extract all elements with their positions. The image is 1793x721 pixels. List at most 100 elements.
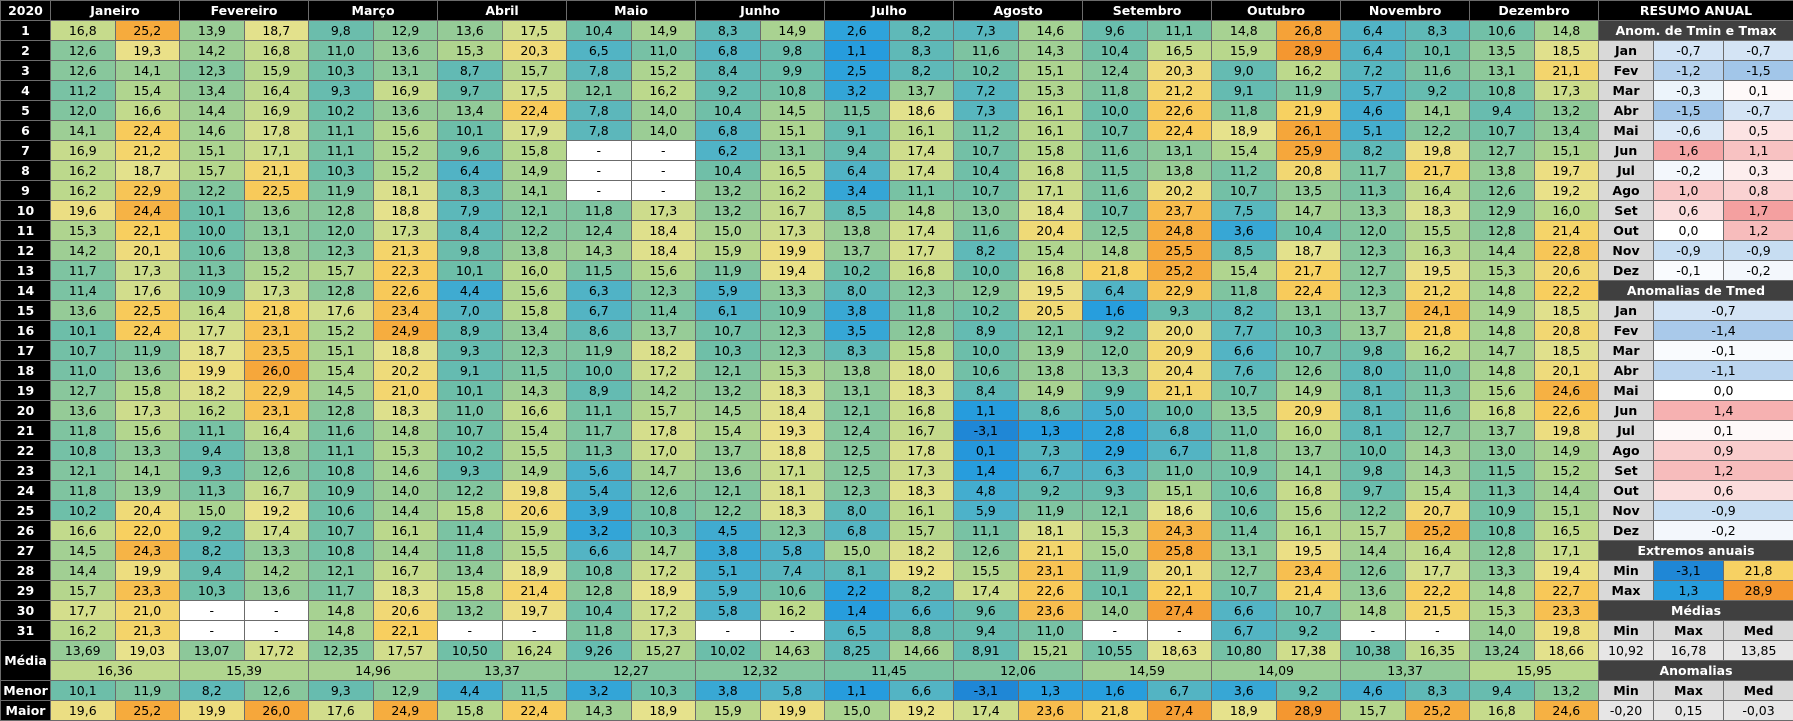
temp-cell: 5,0 [1082, 400, 1148, 421]
month-label: Ago [1598, 440, 1654, 461]
tmed-row: Dez -0,2 [1598, 520, 1793, 541]
temp-cell: - [501, 620, 568, 641]
temp-cell: 15,3 [50, 220, 116, 241]
temp-cell: 12,3 [179, 60, 245, 81]
month-label: Jul [1598, 160, 1654, 181]
temp-cell: 11,8 [888, 300, 955, 321]
temp-cell: 6,6 [888, 600, 955, 621]
temp-cell: 12,2 [437, 480, 503, 501]
temp-cell: 14,7 [1469, 340, 1535, 361]
temp-cell: 11,8 [1082, 80, 1148, 101]
temp-cell: 16,7 [759, 200, 826, 221]
extreme-value: 21,8 [1722, 560, 1793, 581]
temp-cell: 10,7 [50, 340, 116, 361]
mean-cell: 8,25 [824, 640, 890, 661]
extreme-cell: 3,6 [1211, 680, 1277, 701]
temp-cell: 10,0 [1146, 400, 1213, 421]
temp-cell: 10,6 [1211, 500, 1277, 521]
temp-cell: 9,8 [759, 40, 826, 61]
temp-cell: 1,1 [824, 40, 890, 61]
day: 17 [0, 340, 51, 361]
month-label: Dez [1598, 520, 1654, 541]
temp-cell: 11,1 [888, 180, 955, 201]
temp-cell: 14,7 [630, 460, 697, 481]
temp-cell: 14,3 [1404, 440, 1471, 461]
mean-cell: 17,57 [372, 640, 439, 661]
temp-cell: 10,1 [437, 380, 503, 401]
day: 16 [0, 320, 51, 341]
temp-cell: - [437, 620, 503, 641]
temp-cell: 20,8 [1275, 160, 1342, 181]
anom-row: Jul -0,2 0,3 [1598, 160, 1793, 181]
temp-cell: 16,5 [759, 160, 826, 181]
temp-cell: 14,6 [179, 120, 245, 141]
temp-cell: 12,4 [1082, 60, 1148, 81]
temp-cell: 11,6 [1404, 400, 1471, 421]
temp-cell: 22,5 [114, 300, 180, 321]
temp-cell: 22,4 [1146, 120, 1213, 141]
temp-cell: 11,3 [1340, 180, 1406, 201]
temp-cell: 6,8 [695, 120, 761, 141]
temp-cell: 9,7 [437, 80, 503, 101]
temp-cell: 16,1 [1017, 120, 1084, 141]
temp-cell: 21,2 [1146, 80, 1213, 101]
section-row: Anomalias [1597, 660, 1793, 681]
month-header: Novembro [1340, 0, 1471, 21]
temp-cell: - [1082, 620, 1148, 641]
temp-cell: 13,2 [695, 180, 761, 201]
anom-row: Set 0,6 1,7 [1598, 200, 1793, 221]
anom-min: 1,6 [1653, 140, 1724, 161]
temp-cell: 11,5 [824, 100, 890, 121]
tmed-value: 0,9 [1652, 440, 1793, 461]
temp-cell: 18,8 [372, 340, 439, 361]
summary-table: RESUMO ANUAL Anom. de Tmin e Tmax Jan -0,7-… [1597, 0, 1793, 721]
temp-cell: 13,5 [1469, 40, 1535, 61]
temp-cell: 13,6 [50, 300, 116, 321]
day-row: 18 11,0 13,6 19,9 26,0 15,4 20,2 9,1 11,5 10,0 17,… [0, 360, 1600, 381]
temp-cell: 14,8 [308, 620, 374, 641]
temp-cell: 11,2 [953, 120, 1019, 141]
temp-cell: 14,5 [50, 540, 116, 561]
temp-cell: 10,4 [695, 100, 761, 121]
temp-cell: 18,7 [243, 20, 310, 41]
temp-cell: 16,4 [243, 420, 310, 441]
temp-cell: 3,8 [824, 300, 890, 321]
temp-cell: 16,2 [759, 180, 826, 201]
anom-row: Out 0,0 1,2 [1598, 220, 1793, 241]
temp-cell: 17,3 [114, 260, 180, 281]
col-header: Min [1598, 680, 1654, 701]
month-label: Fev [1598, 320, 1654, 341]
temp-cell: 18,3 [372, 580, 439, 601]
anom-row: Dez -0,1 -0,2 [1598, 260, 1793, 281]
temp-cell: 15,7 [308, 260, 374, 281]
temp-cell: 11,9 [1275, 80, 1342, 101]
col-header: Med [1722, 680, 1793, 701]
temp-cell: 16,8 [888, 400, 955, 421]
temp-cell: 11,8 [50, 420, 116, 441]
temp-cell: 7,0 [437, 300, 503, 321]
temp-cell: 3,9 [566, 500, 632, 521]
temp-cell: 21,7 [1404, 160, 1471, 181]
temp-cell: 15,8 [114, 380, 180, 401]
temp-cell: 6,7 [1146, 440, 1213, 461]
temp-cell: 13,9 [179, 20, 245, 41]
temp-cell: 8,9 [953, 320, 1019, 341]
temp-cell: 18,5 [1533, 300, 1600, 321]
anom-row: Ago 1,0 0,8 [1598, 180, 1793, 201]
temp-cell: 12,8 [1469, 540, 1535, 561]
temp-cell: 16,0 [1533, 200, 1600, 221]
temp-cell: 13,8 [824, 220, 890, 241]
day-row: 16 10,1 22,4 17,7 23,1 15,2 24,9 8,9 13,4 8,6 13,7… [0, 320, 1600, 341]
temp-cell: 9,1 [824, 120, 890, 141]
temp-cell: 15,3 [1469, 260, 1535, 281]
day-row: 15 13,6 22,5 16,4 21,8 17,6 23,4 7,0 15,8 6,7 11,4… [0, 300, 1600, 321]
temp-cell: 18,7 [114, 160, 180, 181]
temp-cell: - [630, 160, 697, 181]
temp-cell: 6,6 [1211, 600, 1277, 621]
summary-title-row: RESUMO ANUAL [1597, 0, 1793, 21]
temp-cell: 8,4 [695, 60, 761, 81]
mean-cell: 13,07 [179, 640, 245, 661]
temp-cell: 16,8 [1469, 400, 1535, 421]
temp-cell: 20,4 [1017, 220, 1084, 241]
temp-cell: 10,7 [1211, 180, 1277, 201]
